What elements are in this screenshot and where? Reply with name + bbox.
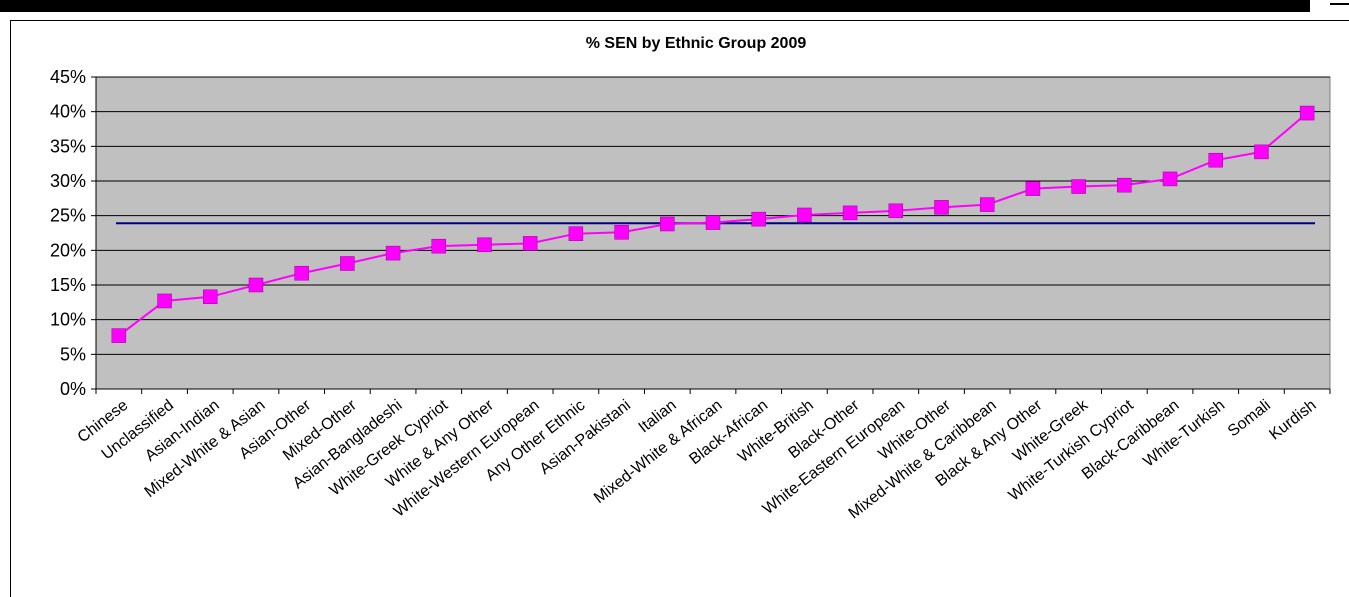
top-rule — [0, 0, 1310, 12]
top-tick — [1330, 3, 1349, 5]
chart-title: % SEN by Ethnic Group 2009 — [586, 35, 807, 52]
data-point — [1071, 179, 1086, 194]
data-point — [842, 205, 858, 221]
plot-background — [95, 76, 1331, 390]
y-tick-label: 20% — [50, 240, 86, 260]
x-tick-label: Somali — [1225, 397, 1274, 441]
data-point — [385, 245, 401, 261]
data-point — [522, 236, 538, 251]
data-point — [660, 216, 675, 232]
y-tick-label: 15% — [50, 275, 86, 295]
data-point — [1299, 105, 1315, 121]
y-tick-label: 35% — [50, 136, 86, 156]
data-point — [979, 197, 995, 212]
y-tick-label: 30% — [50, 171, 86, 191]
data-point — [477, 237, 492, 253]
data-point — [1254, 144, 1269, 160]
data-point — [294, 265, 309, 281]
x-tick-label: White-Turkish — [1140, 397, 1228, 471]
plot-area: 0%5%10%15%20%25%30%35%40%45%ChineseUncla… — [50, 67, 1331, 522]
data-point — [1162, 171, 1178, 187]
data-point — [1208, 152, 1223, 168]
data-point — [614, 225, 629, 240]
data-point — [157, 293, 172, 309]
y-tick-label: 10% — [50, 310, 86, 330]
y-tick-label: 5% — [60, 344, 86, 364]
y-tick-label: 40% — [50, 102, 86, 122]
data-point — [797, 207, 812, 223]
chart-frame — [10, 20, 1349, 597]
data-point — [111, 328, 127, 343]
data-point — [340, 256, 355, 271]
x-tick-label: Kurdish — [1266, 397, 1319, 444]
data-point — [934, 200, 949, 215]
data-point — [751, 211, 766, 227]
y-tick-label: 25% — [50, 206, 86, 226]
y-tick-label: 45% — [50, 67, 86, 87]
data-point — [568, 226, 584, 241]
data-point — [705, 215, 721, 230]
data-point — [1025, 181, 1041, 196]
data-point — [888, 203, 904, 219]
data-point — [1117, 177, 1132, 193]
y-tick-label: 0% — [60, 379, 86, 399]
data-point — [248, 277, 264, 293]
data-point — [203, 289, 218, 305]
x-tick-label: Black-African — [686, 397, 771, 468]
data-point — [431, 238, 447, 254]
